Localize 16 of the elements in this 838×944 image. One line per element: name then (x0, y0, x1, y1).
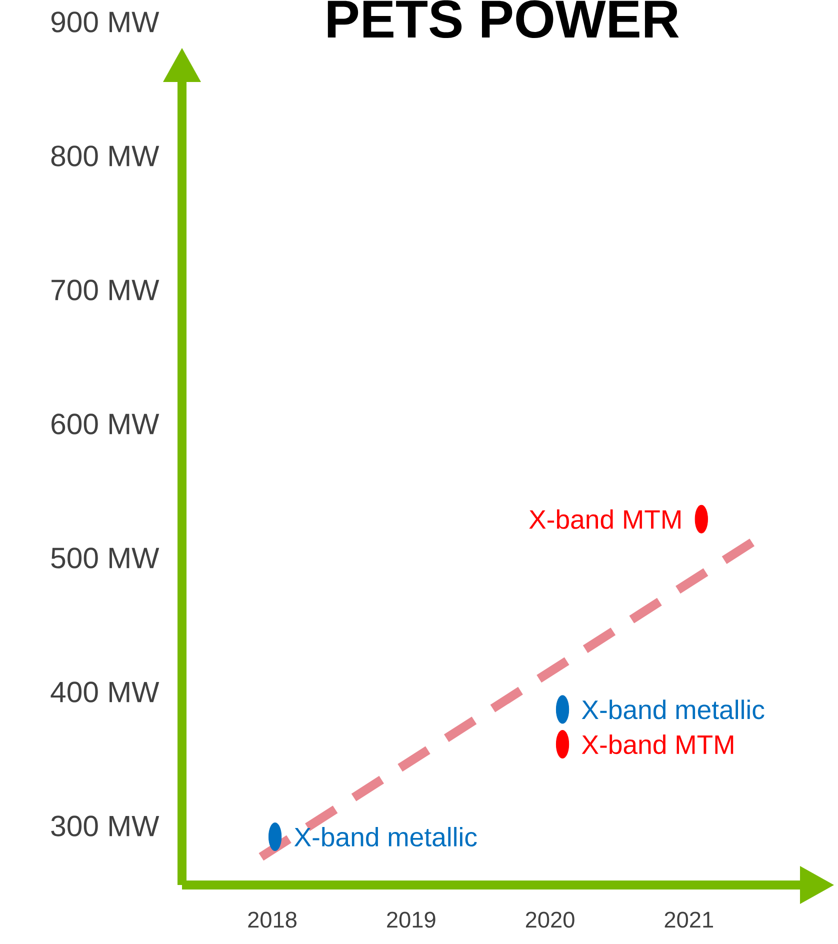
y-tick-label: 400 MW (50, 682, 160, 702)
y-tick-label: 800 MW (51, 146, 160, 166)
x-tick-label: 2018 (248, 912, 296, 928)
y-tick-label: 500 MW (51, 548, 160, 568)
y-tick-label: 900 MW (51, 12, 160, 32)
chart-title: PETS POWER (328, 0, 679, 38)
x-tick-label: 2020 (526, 912, 574, 928)
annotation: X-band MTM (582, 734, 734, 754)
annotation: X-band metallic (294, 826, 477, 847)
y-tick-label: 700 MW (52, 280, 160, 300)
annotation: X-band metallic (582, 700, 764, 720)
y-tick-label: 300 MW (51, 816, 160, 836)
annotation: X-band MTM (529, 509, 680, 529)
x-tick-label: 2019 (387, 912, 436, 928)
y-tick-label: 600 MW (52, 414, 160, 434)
x-tick-label: 2021 (664, 912, 713, 928)
